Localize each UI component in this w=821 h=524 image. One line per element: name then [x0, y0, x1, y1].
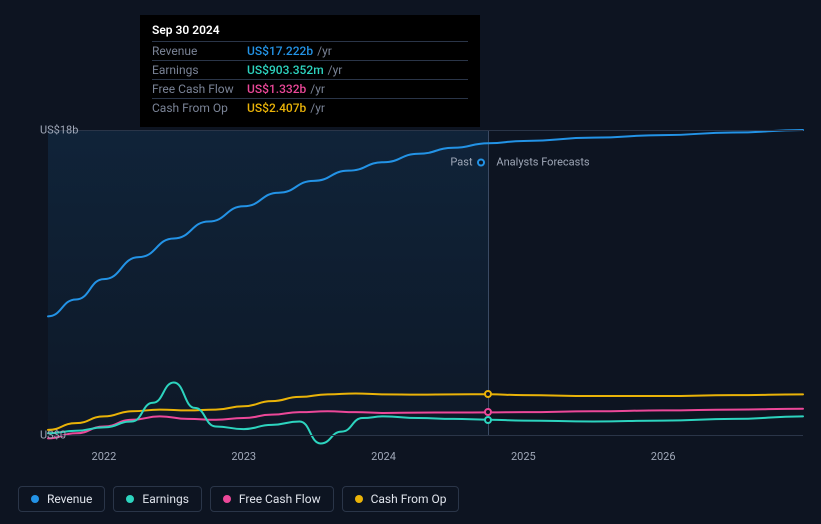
tooltip-row: Free Cash FlowUS$1.332b/yr — [152, 79, 468, 98]
x-axis-tick-label: 2023 — [231, 450, 256, 463]
legend-item-cash-from-op[interactable]: Cash From Op — [342, 486, 460, 512]
x-axis-tick-label: 2026 — [651, 450, 676, 463]
tooltip-metric-label: Free Cash Flow — [152, 82, 247, 96]
legend-label: Earnings — [142, 492, 189, 506]
legend-label: Cash From Op — [371, 492, 447, 506]
x-axis-tick-label: 2025 — [511, 450, 536, 463]
legend-item-earnings[interactable]: Earnings — [113, 486, 202, 512]
tooltip-metric-unit: /yr — [328, 63, 343, 77]
tooltip-date: Sep 30 2024 — [152, 23, 468, 41]
x-axis-tick-label: 2024 — [371, 450, 396, 463]
tooltip-metric-label: Earnings — [152, 63, 247, 77]
legend-label: Revenue — [47, 492, 92, 506]
plot-area[interactable]: Past Analysts Forecasts US$18bUS$0 — [48, 130, 803, 435]
legend: Revenue Earnings Free Cash Flow Cash From O… — [18, 486, 459, 512]
tooltip-row: Cash From OpUS$2.407b/yr — [152, 98, 468, 117]
x-axis: 2022 2023 2024 2025 2026 — [48, 450, 803, 470]
y-axis-tick-label: US$0 — [40, 429, 66, 442]
y-axis-tick-label: US$18b — [40, 124, 78, 137]
financial-chart: Past Analysts Forecasts US$18bUS$0 — [18, 120, 803, 445]
legend-dot-icon — [126, 495, 134, 503]
legend-dot-icon — [31, 495, 39, 503]
legend-item-revenue[interactable]: Revenue — [18, 486, 105, 512]
legend-label: Free Cash Flow — [239, 492, 321, 506]
series-line-free-cash-flow — [48, 409, 803, 439]
tooltip-row: RevenueUS$17.222b/yr — [152, 41, 468, 60]
x-axis-tick-label: 2022 — [92, 450, 117, 463]
tooltip-metric-unit: /yr — [310, 82, 325, 96]
tooltip-metric-value: US$2.407b — [247, 101, 306, 115]
series-line-revenue — [48, 130, 803, 316]
hover-marker — [484, 416, 492, 424]
hover-marker — [484, 390, 492, 398]
hover-tooltip: Sep 30 2024 RevenueUS$17.222b/yrEarnings… — [140, 15, 480, 127]
tooltip-row: EarningsUS$903.352m/yr — [152, 60, 468, 79]
legend-dot-icon — [355, 495, 363, 503]
tooltip-metric-unit: /yr — [317, 44, 332, 58]
tooltip-metric-unit: /yr — [310, 101, 325, 115]
chart-lines — [48, 130, 803, 435]
tooltip-metric-value: US$17.222b — [247, 44, 313, 58]
tooltip-metric-value: US$1.332b — [247, 82, 306, 96]
tooltip-metric-label: Cash From Op — [152, 101, 247, 115]
gridline — [48, 435, 803, 436]
legend-item-free-cash-flow[interactable]: Free Cash Flow — [210, 486, 334, 512]
tooltip-metric-label: Revenue — [152, 44, 247, 58]
legend-dot-icon — [223, 495, 231, 503]
gridline — [48, 130, 803, 131]
tooltip-metric-value: US$903.352m — [247, 63, 324, 77]
